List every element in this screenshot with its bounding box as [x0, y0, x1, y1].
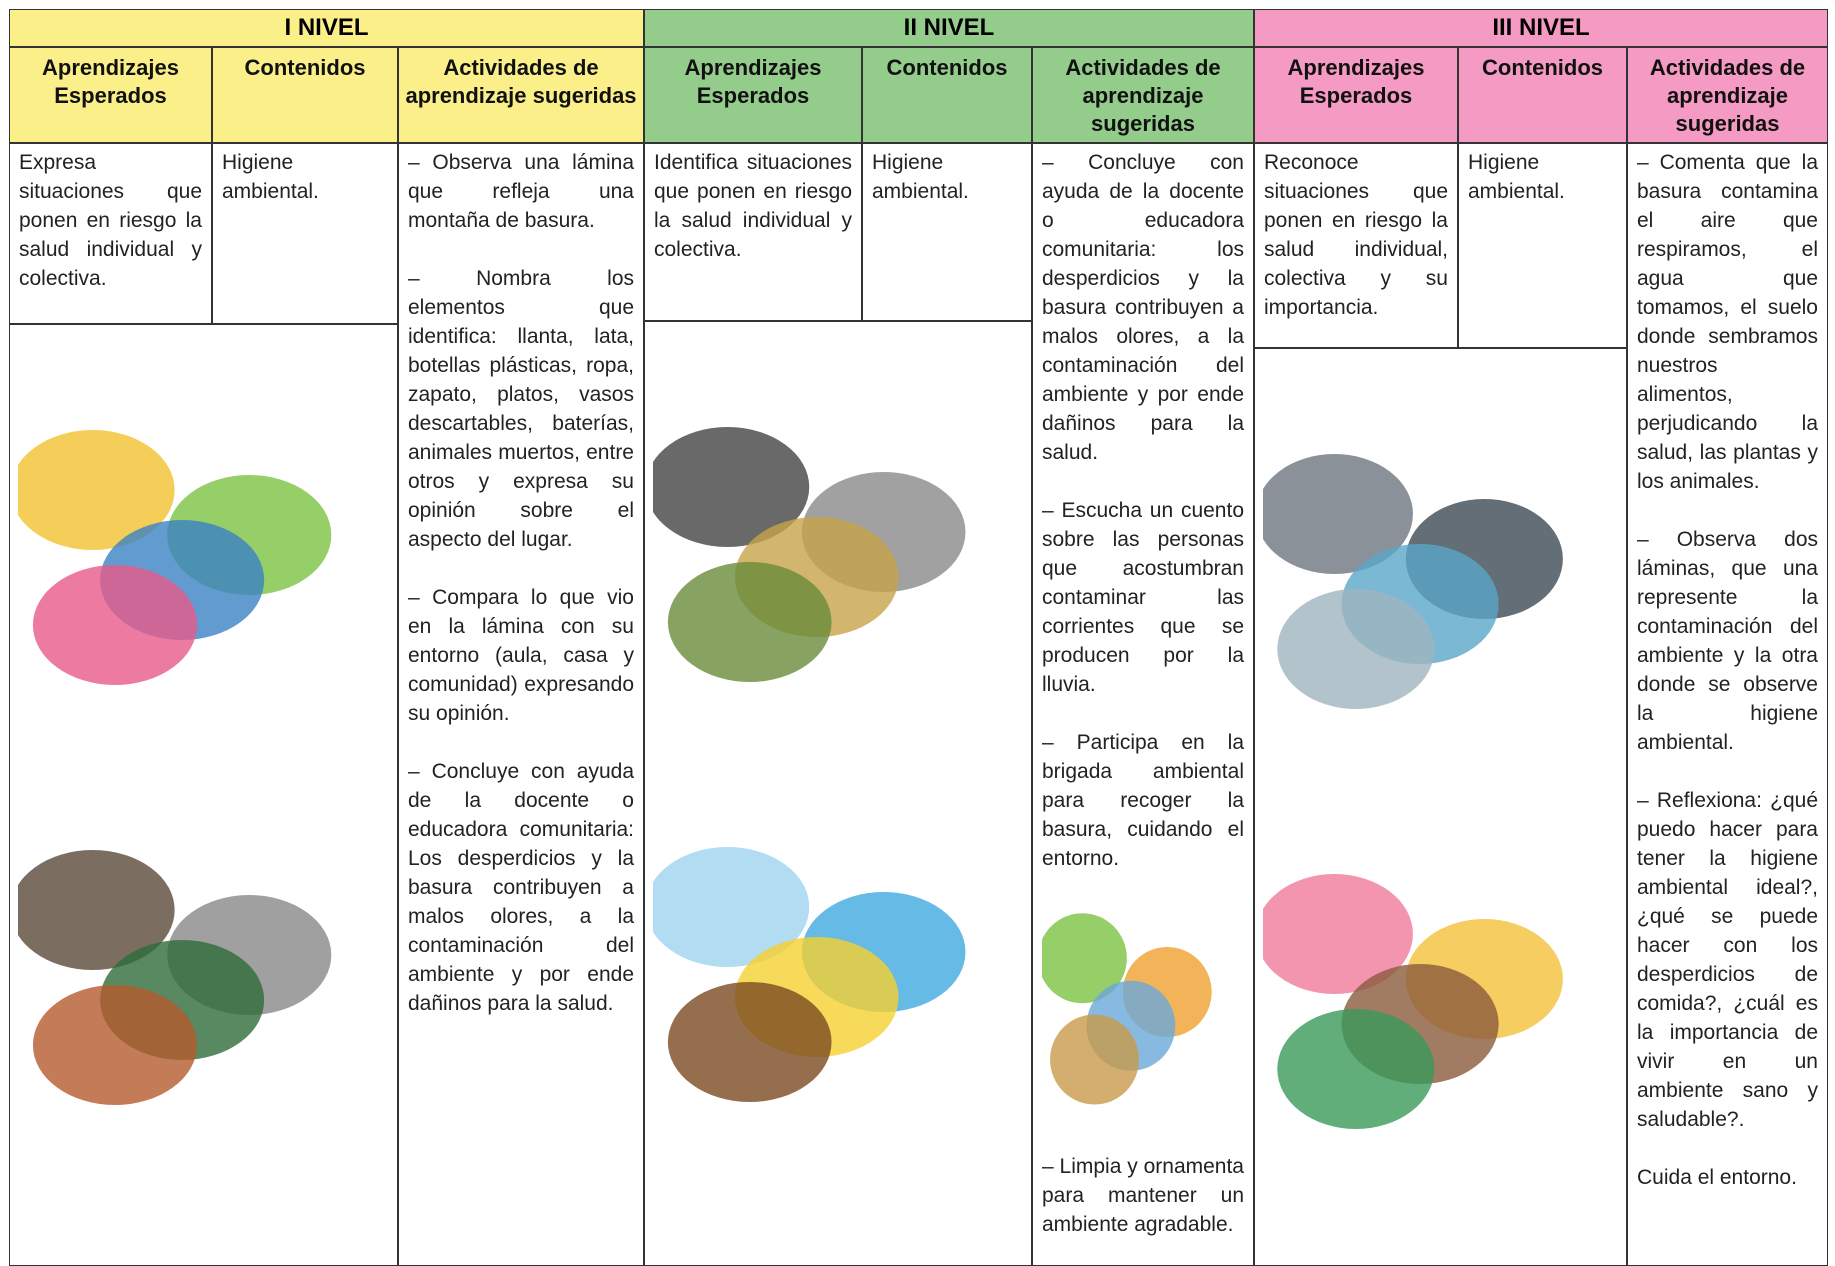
illustration-shape: [667, 562, 832, 682]
illustration-shape: [653, 427, 810, 547]
column-header: Aprendizajes Esperados: [1254, 47, 1458, 143]
actividades-cell: – Concluye con ayuda de la docente o edu…: [1032, 143, 1254, 1266]
illustration: [1263, 454, 1563, 709]
illustration: [653, 847, 966, 1102]
illustration-shape: [1050, 1014, 1139, 1105]
illustration: [18, 850, 332, 1105]
illustration-shape: [18, 850, 175, 970]
illustration: [653, 427, 966, 682]
aprendizajes-cell: Reconoce situaciones que ponen en riesgo…: [1254, 143, 1458, 348]
activity-paragraph: – Observa dos láminas, que una represent…: [1637, 528, 1818, 754]
illustration-shape: [653, 847, 810, 967]
illustration-shape: [667, 982, 832, 1102]
activity-paragraph: – Reflexiona: ¿qué puedo hacer para tene…: [1637, 789, 1818, 1131]
illustration-cell: [644, 321, 1032, 1266]
level-title: III NIVEL: [1254, 9, 1828, 47]
contenidos-cell: Higiene ambiental.: [1458, 143, 1627, 348]
level-title: I NIVEL: [9, 9, 644, 47]
activity-paragraph: – Limpia y ornamenta para mantener un am…: [1042, 1155, 1244, 1236]
illustration: [1042, 913, 1212, 1105]
column-header: Actividades de aprendizaje sugeridas: [398, 47, 644, 143]
actividades-cell: – Observa una lámina que refleja una mon…: [398, 143, 644, 1266]
illustration-shape: [1042, 913, 1127, 1004]
activity-paragraph: – Escucha un cuento sobre las personas q…: [1042, 499, 1244, 696]
activity-paragraph: – Compara lo que vio en la lámina con su…: [408, 586, 634, 725]
illustration: [18, 430, 332, 685]
activity-paragraph: – Concluye con ayuda de la docente o edu…: [408, 760, 634, 1015]
illustration-holder: [1042, 902, 1244, 1132]
aprendizajes-cell: Identifica situaciones que ponen en ries…: [644, 143, 862, 321]
column-header: Actividades de aprendizaje sugeridas: [1032, 47, 1254, 143]
illustration-cell: [1254, 348, 1627, 1266]
column-header: Aprendizajes Esperados: [644, 47, 862, 143]
illustration: [1263, 874, 1563, 1129]
actividades-cell: – Comenta que la basura contamina el air…: [1627, 143, 1828, 1266]
activity-paragraph: – Nombra los elementos que identifica: l…: [408, 267, 634, 551]
column-header: Contenidos: [862, 47, 1032, 143]
illustration-shape: [18, 430, 175, 550]
activity-paragraph: – Observa una lámina que refleja una mon…: [408, 151, 634, 232]
activity-paragraph: Cuida el entorno.: [1637, 1166, 1797, 1189]
illustration-shape: [1277, 1009, 1435, 1129]
column-header: Contenidos: [212, 47, 398, 143]
illustration-shape: [1277, 589, 1435, 709]
activity-paragraph: – Concluye con ayuda de la docente o edu…: [1042, 151, 1244, 464]
column-header: Contenidos: [1458, 47, 1627, 143]
activity-paragraph: – Comenta que la basura contamina el air…: [1637, 151, 1818, 493]
activity-paragraph: – Participa en la brigada ambiental para…: [1042, 731, 1244, 870]
illustration-shape: [32, 565, 198, 685]
contenidos-cell: Higiene ambiental.: [212, 143, 398, 324]
illustration-shape: [1263, 454, 1413, 574]
illustration-cell: [9, 324, 398, 1266]
contenidos-cell: Higiene ambiental.: [862, 143, 1032, 321]
column-header: Aprendizajes Esperados: [9, 47, 212, 143]
level-title: II NIVEL: [644, 9, 1254, 47]
column-header: Actividades de aprendizaje sugeridas: [1627, 47, 1828, 143]
aprendizajes-cell: Expresa situaciones que ponen en riesgo …: [9, 143, 212, 324]
illustration-shape: [1263, 874, 1413, 994]
illustration-shape: [32, 985, 198, 1105]
